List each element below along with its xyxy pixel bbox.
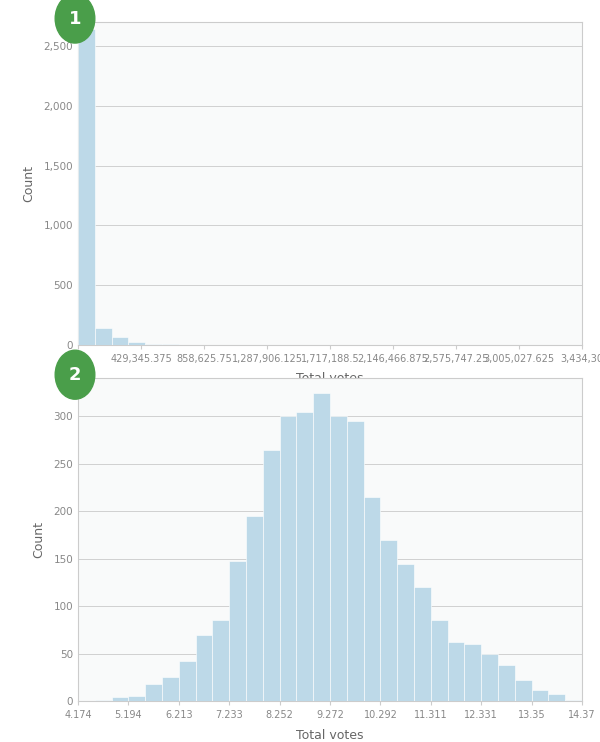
Bar (145, 684, 162, 701)
Bar (532, 690, 548, 701)
Bar (196, 634, 212, 701)
Bar (498, 665, 515, 701)
Bar (229, 561, 246, 701)
Bar (112, 697, 128, 701)
Bar (548, 694, 565, 701)
Bar (565, 700, 582, 701)
Bar (431, 620, 448, 701)
X-axis label: Total votes: Total votes (296, 372, 364, 385)
Bar (128, 697, 145, 701)
Bar (280, 416, 296, 701)
Bar (128, 341, 145, 345)
Bar (95, 700, 112, 701)
Bar (380, 540, 397, 701)
Bar (162, 677, 179, 701)
Y-axis label: Count: Count (22, 165, 35, 202)
X-axis label: Total votes: Total votes (296, 729, 364, 741)
Bar (112, 338, 128, 345)
Bar (414, 587, 431, 701)
Bar (263, 450, 280, 701)
Bar (464, 644, 481, 701)
Bar (397, 563, 414, 701)
Bar (78, 30, 95, 345)
Bar (347, 421, 364, 701)
Bar (481, 654, 498, 701)
Text: 1: 1 (69, 10, 81, 27)
Bar (330, 416, 347, 701)
Bar (313, 393, 330, 701)
Bar (296, 412, 313, 701)
Y-axis label: Count: Count (32, 522, 45, 558)
Bar (212, 620, 229, 701)
Bar (179, 661, 196, 701)
Bar (448, 643, 464, 701)
Bar (145, 344, 162, 345)
Bar (246, 516, 263, 701)
Bar (364, 497, 380, 701)
Text: 2: 2 (69, 366, 81, 384)
Bar (95, 328, 112, 345)
Bar (515, 680, 532, 701)
